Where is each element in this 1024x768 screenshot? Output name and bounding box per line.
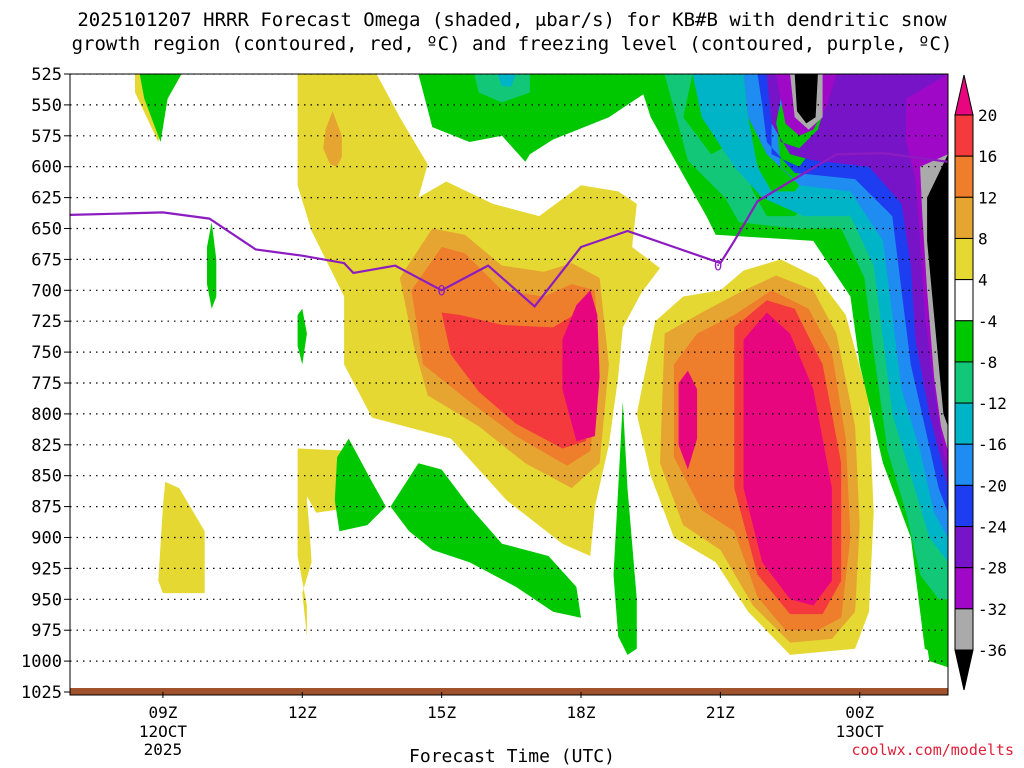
freezing-level-line bbox=[70, 151, 948, 308]
black-region-upper-right bbox=[794, 74, 818, 124]
colorbar-bin bbox=[954, 155, 974, 198]
plot-clip-group: 00 bbox=[70, 74, 948, 693]
x-tick-label: 21Z bbox=[706, 703, 735, 722]
magenta-region-mid bbox=[562, 290, 600, 442]
purple-region-upper-right bbox=[766, 74, 948, 489]
omega-regions bbox=[135, 74, 948, 668]
colorbar-label: -32 bbox=[978, 600, 1007, 619]
y-tick-label: 975 bbox=[31, 621, 62, 641]
y-tick-label: 1025 bbox=[21, 683, 62, 703]
colorbar-bin bbox=[954, 114, 974, 157]
freezing-level-contour: 00 bbox=[70, 151, 948, 308]
freezing-level-label: 0 bbox=[714, 259, 722, 275]
y-tick-label: 675 bbox=[31, 250, 62, 270]
x-tick-date-label: 12OCT bbox=[139, 722, 188, 741]
chart-title-line2: growth region (contoured, red, ºC) and f… bbox=[71, 33, 953, 55]
colorbar-bin bbox=[954, 526, 974, 569]
colorbar-bin bbox=[954, 402, 974, 445]
orange-region-upper bbox=[323, 111, 342, 167]
colorbar-bin bbox=[954, 567, 974, 610]
ground-bar bbox=[70, 688, 948, 695]
colorbar-label: -20 bbox=[978, 476, 1007, 495]
x-tick-label: 15Z bbox=[427, 703, 456, 722]
colorbar-bin bbox=[954, 237, 974, 281]
y-tick-label: 750 bbox=[31, 343, 62, 363]
x-axis-label: Forecast Time (UTC) bbox=[409, 746, 615, 767]
colorbar-bin bbox=[954, 608, 974, 651]
colorbar-bin bbox=[954, 361, 974, 404]
y-tick-label: 725 bbox=[31, 312, 62, 332]
y-tick-label: 800 bbox=[31, 405, 62, 425]
x-tick-label: 00Z bbox=[845, 703, 874, 722]
y-tick-label: 825 bbox=[31, 436, 62, 456]
yellow-region-lower-mid bbox=[297, 451, 312, 637]
colorbar-label: 16 bbox=[978, 147, 997, 166]
y-tick-label: 900 bbox=[31, 529, 62, 549]
colorbar-bin bbox=[954, 484, 974, 528]
green-region-upper-left bbox=[139, 74, 182, 142]
y-tick-label: 925 bbox=[31, 559, 62, 579]
colorbar-label: -36 bbox=[978, 641, 1007, 660]
colorbar-label: -16 bbox=[978, 435, 1007, 454]
colorbar-label: 12 bbox=[978, 188, 997, 207]
green-region-lower-b bbox=[390, 463, 581, 618]
y-tick-label: 875 bbox=[31, 498, 62, 518]
x-tick-label: 18Z bbox=[567, 703, 596, 722]
black-region-right-edge bbox=[927, 154, 948, 427]
y-tick-label: 525 bbox=[31, 65, 62, 85]
y-tick-label: 550 bbox=[31, 96, 62, 116]
magenta-region-lower-right bbox=[743, 312, 832, 606]
colorbar-label: -4 bbox=[978, 312, 997, 331]
y-tick-label: 775 bbox=[31, 374, 62, 394]
chart-title-line1: 2025101207 HRRR Forecast Omega (shaded, … bbox=[77, 9, 947, 31]
y-tick-label: 575 bbox=[31, 127, 62, 147]
colorbar-bottom-arrow bbox=[954, 649, 974, 691]
plot-frame bbox=[69, 73, 949, 696]
green-region-upper-mid bbox=[418, 74, 646, 162]
x-tick-label: 09Z bbox=[148, 703, 177, 722]
y-tick-label: 700 bbox=[31, 281, 62, 301]
x-tick-year-label: 2025 bbox=[144, 740, 183, 759]
colorbar-label: 20 bbox=[978, 106, 997, 125]
colorbar-bin bbox=[954, 279, 974, 322]
colorbar-label: -24 bbox=[978, 518, 1007, 537]
y-tick-label: 950 bbox=[31, 590, 62, 610]
cyan-region-upper-mid bbox=[497, 74, 516, 87]
colorbar-label: -28 bbox=[978, 559, 1007, 578]
colorbar-bin bbox=[954, 320, 974, 363]
colorbar: 20 16 12 8 4 -4 -8 -12 -16 -20 -24 -28 -32 -36 bbox=[954, 74, 1007, 691]
x-tick-label: 12Z bbox=[288, 703, 317, 722]
y-tick-label: 600 bbox=[31, 158, 62, 178]
colorbar-label: 8 bbox=[978, 229, 988, 248]
colorbar-top-arrow bbox=[954, 74, 974, 116]
colorbar-label: -8 bbox=[978, 353, 997, 372]
green-region-lower-c bbox=[613, 401, 637, 655]
y-tick-label: 625 bbox=[31, 189, 62, 209]
colorbar-bin bbox=[954, 443, 974, 486]
colorbar-label: 4 bbox=[978, 271, 988, 290]
red-region-mid bbox=[441, 305, 595, 449]
green-region-lower-a bbox=[334, 438, 386, 532]
colorbar-label: -12 bbox=[978, 394, 1007, 413]
magenta-region-lower-mid-right bbox=[678, 370, 698, 470]
credit-link[interactable]: coolwx.com/modelts bbox=[851, 741, 1014, 759]
x-tick-date-label: 13OCT bbox=[836, 722, 885, 741]
teal-region-upper-mid bbox=[474, 74, 530, 103]
y-tick-label: 650 bbox=[31, 220, 62, 240]
green-region-small-b bbox=[297, 308, 307, 365]
colorbar-bin bbox=[954, 196, 974, 239]
y-tick-label: 1000 bbox=[21, 652, 62, 672]
green-region-small-a bbox=[207, 222, 217, 309]
y-tick-label: 850 bbox=[31, 467, 62, 487]
freezing-level-label: 0 bbox=[437, 283, 445, 299]
green-region-lower-right-corner bbox=[920, 599, 948, 668]
y-axis: 525 550 575 600 625 650 675 700 725 750 775 800 825 8… bbox=[21, 65, 70, 703]
